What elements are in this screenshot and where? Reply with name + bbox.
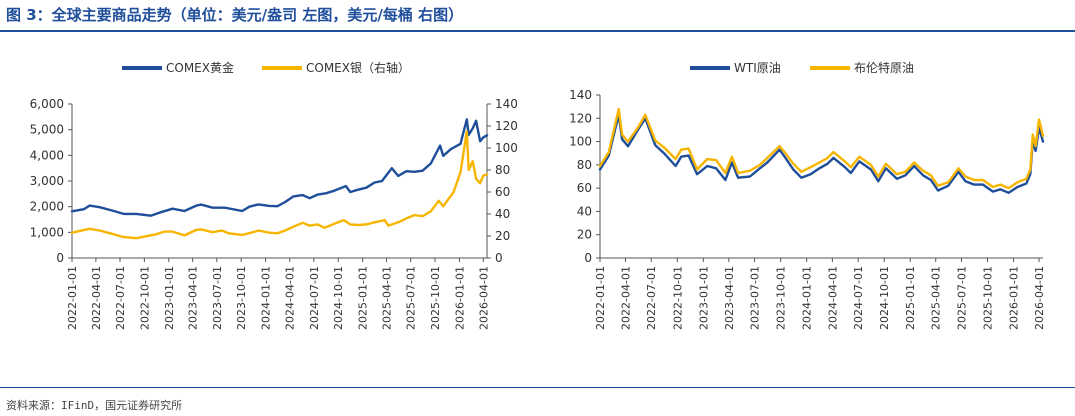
y-tick-label-right: 60 bbox=[495, 185, 510, 199]
y-tick-label-left: 120 bbox=[569, 111, 592, 125]
x-tick-label: 2025-07-01 bbox=[405, 266, 418, 330]
y-tick-label-right: 0 bbox=[495, 251, 503, 265]
x-tick-label: 2023-07-01 bbox=[211, 266, 224, 330]
x-tick-label: 2022-10-01 bbox=[138, 266, 151, 330]
x-tick-label: 2025-04-01 bbox=[930, 266, 943, 330]
x-tick-label: 2024-01-01 bbox=[260, 266, 273, 330]
y-tick-label-left: 20 bbox=[577, 228, 592, 242]
x-tick-label: 2023-01-01 bbox=[163, 266, 176, 330]
y-tick-label-right: 140 bbox=[495, 97, 518, 111]
source-note: 资料来源：IFinD，国元证券研究所 bbox=[6, 399, 183, 412]
x-tick-label: 2025-01-01 bbox=[357, 266, 370, 330]
x-tick-label: 2024-04-01 bbox=[284, 266, 297, 330]
x-tick-label: 2022-07-01 bbox=[645, 266, 658, 330]
y-tick-label-left: 0 bbox=[584, 251, 592, 265]
title-rule bbox=[0, 30, 1075, 32]
x-tick-label: 2026-01-01 bbox=[1008, 266, 1021, 330]
series-line-2 bbox=[598, 107, 1045, 190]
x-tick-label: 2024-10-01 bbox=[332, 266, 345, 330]
x-tick-label: 2025-10-01 bbox=[982, 266, 995, 330]
y-tick-label-left: 5,000 bbox=[30, 123, 64, 137]
y-tick-label-left: 40 bbox=[577, 204, 592, 218]
legend-label-1: COMEX黄金 bbox=[166, 60, 234, 75]
series-line-2 bbox=[70, 130, 489, 240]
footer-rule bbox=[0, 387, 1075, 388]
y-tick-label-right: 120 bbox=[495, 119, 518, 133]
x-tick-label: 2026-01-01 bbox=[453, 266, 466, 330]
figure-title: 图 3：全球主要商品走势（单位：美元/盎司 左图，美元/每桶 右图） bbox=[6, 6, 464, 24]
y-tick-label-right: 100 bbox=[495, 141, 518, 155]
x-tick-label: 2026-04-01 bbox=[1033, 266, 1046, 330]
series-line-1 bbox=[598, 113, 1045, 195]
y-tick-label-right: 40 bbox=[495, 207, 510, 221]
x-tick-label: 2025-10-01 bbox=[429, 266, 442, 330]
y-tick-label-left: 2,000 bbox=[30, 200, 64, 214]
y-tick-label-left: 140 bbox=[569, 88, 592, 102]
x-tick-label: 2022-01-01 bbox=[66, 266, 79, 330]
x-tick-label: 2023-04-01 bbox=[187, 266, 200, 330]
x-tick-label: 2022-04-01 bbox=[90, 266, 103, 330]
legend-label-1: WTI原油 bbox=[734, 61, 781, 75]
x-tick-label: 2024-04-01 bbox=[826, 266, 839, 330]
x-tick-label: 2023-10-01 bbox=[235, 266, 248, 330]
x-tick-label: 2025-07-01 bbox=[955, 266, 968, 330]
x-tick-label: 2025-04-01 bbox=[380, 266, 393, 330]
x-tick-label: 2024-07-01 bbox=[308, 266, 321, 330]
x-tick-label: 2023-04-01 bbox=[723, 266, 736, 330]
x-tick-label: 2022-01-01 bbox=[594, 266, 607, 330]
y-tick-label-left: 0 bbox=[56, 251, 64, 265]
y-tick-label-right: 20 bbox=[495, 229, 510, 243]
y-tick-label-left: 60 bbox=[577, 181, 592, 195]
y-tick-label-left: 80 bbox=[577, 158, 592, 172]
y-tick-label-left: 4,000 bbox=[30, 148, 64, 162]
series-line-1 bbox=[70, 118, 489, 217]
y-tick-label-left: 100 bbox=[569, 135, 592, 149]
legend-label-2: COMEX银（右轴） bbox=[306, 60, 410, 75]
y-tick-label-left: 6,000 bbox=[30, 97, 64, 111]
legend-label-2: 布伦特原油 bbox=[854, 60, 914, 75]
x-tick-label: 2026-04-01 bbox=[477, 266, 490, 330]
x-tick-label: 2023-10-01 bbox=[775, 266, 788, 330]
y-tick-label-left: 1,000 bbox=[30, 225, 64, 239]
y-tick-label-left: 3,000 bbox=[30, 174, 64, 188]
x-tick-label: 2022-07-01 bbox=[114, 266, 127, 330]
x-tick-label: 2024-10-01 bbox=[878, 266, 891, 330]
y-tick-label-right: 80 bbox=[495, 163, 510, 177]
x-tick-label: 2022-04-01 bbox=[619, 266, 632, 330]
x-tick-label: 2024-07-01 bbox=[852, 266, 865, 330]
x-tick-label: 2022-10-01 bbox=[671, 266, 684, 330]
x-tick-label: 2024-01-01 bbox=[801, 266, 814, 330]
x-tick-label: 2023-01-01 bbox=[697, 266, 710, 330]
x-tick-label: 2025-01-01 bbox=[904, 266, 917, 330]
x-tick-label: 2023-07-01 bbox=[749, 266, 762, 330]
